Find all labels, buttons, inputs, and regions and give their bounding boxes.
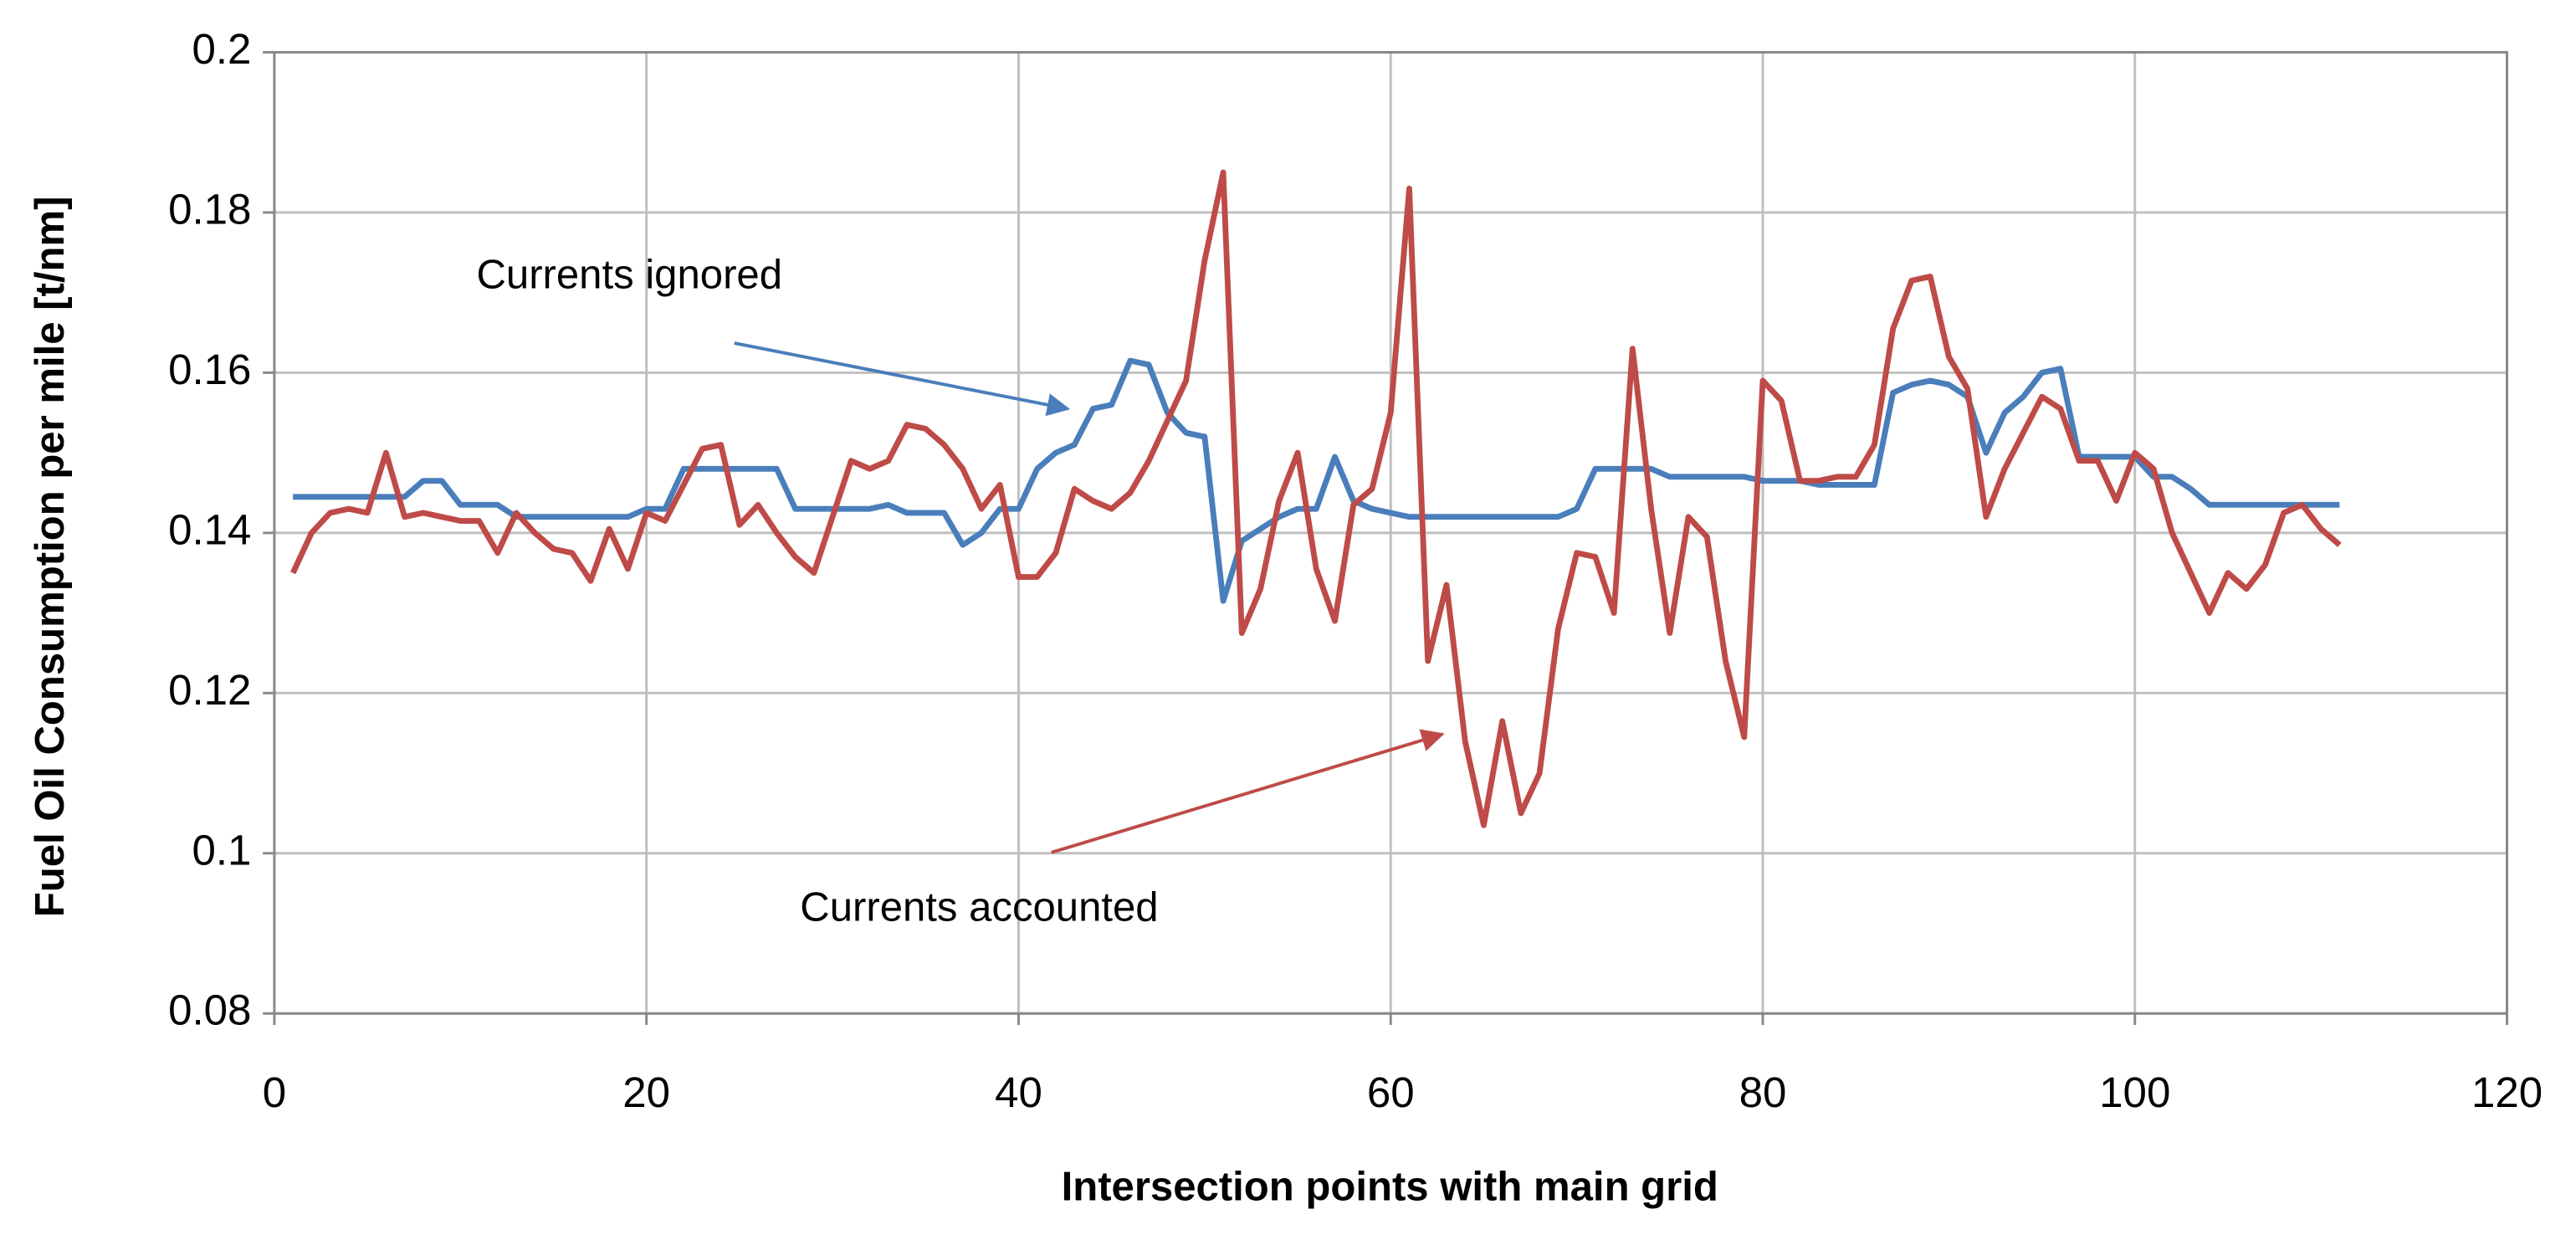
y-tick-label: 0.14 [168,505,251,553]
y-tick-label: 0.1 [192,826,251,874]
y-tick-label: 0.2 [192,25,251,73]
x-tick-label: 80 [1739,1068,1787,1116]
x-tick-label: 60 [1367,1068,1415,1116]
y-tick-label: 0.08 [168,986,251,1034]
y-tick-label: 0.12 [168,666,251,714]
x-tick-label: 20 [622,1068,670,1116]
annotation-arrow [1051,729,1445,854]
y-tick-label: 0.16 [168,346,251,393]
x-tick-label: 120 [2471,1068,2543,1116]
y-axis-label: Fuel Oil Consumption per mile [t/nm] [28,197,73,918]
series [290,169,2342,828]
x-tick-label: 100 [2099,1068,2170,1116]
annotation-arrow [734,341,1071,417]
annotation: Currents accounted [800,884,1158,930]
annotation: Currents ignored [476,252,782,297]
x-axis-label: Intersection points with main grid [1062,1164,1718,1209]
grid [263,51,2508,1025]
plot-frame [273,51,2508,1015]
x-tick-label: 0 [263,1068,286,1116]
y-tick-label: 0.18 [168,185,251,233]
x-tick-label: 40 [995,1068,1042,1116]
data-line [290,169,2342,828]
data-line [293,357,2340,604]
